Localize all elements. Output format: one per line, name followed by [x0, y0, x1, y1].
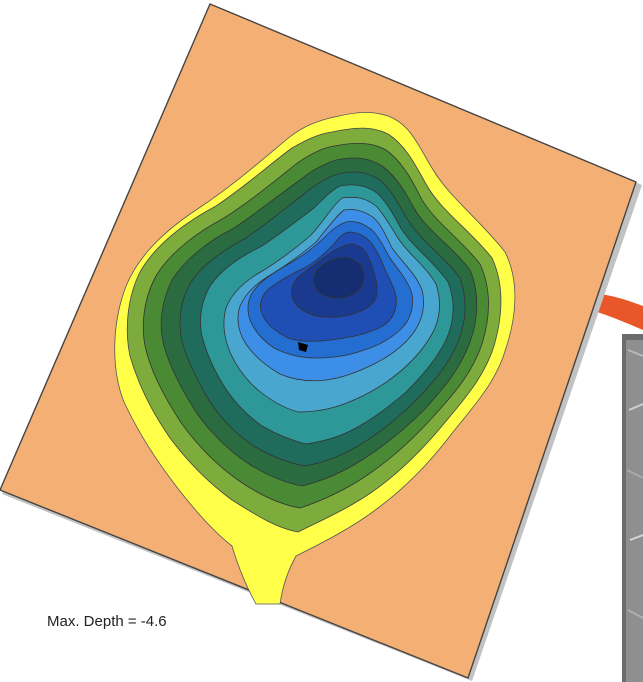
photo-texture [626, 340, 643, 682]
deepest-point-marker [298, 342, 308, 352]
inset-photo [622, 334, 643, 682]
contour-band-12 [313, 257, 365, 299]
max-depth-label: Max. Depth = -4.6 [47, 613, 167, 630]
